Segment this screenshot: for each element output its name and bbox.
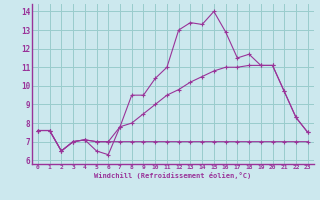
X-axis label: Windchill (Refroidissement éolien,°C): Windchill (Refroidissement éolien,°C) <box>94 172 252 179</box>
